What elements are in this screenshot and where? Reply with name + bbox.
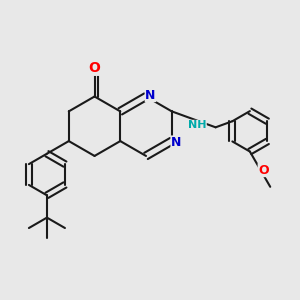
- Text: O: O: [258, 164, 269, 177]
- Text: NH: NH: [188, 120, 206, 130]
- Text: N: N: [145, 88, 156, 101]
- Text: O: O: [88, 61, 101, 75]
- Text: N: N: [171, 136, 181, 149]
